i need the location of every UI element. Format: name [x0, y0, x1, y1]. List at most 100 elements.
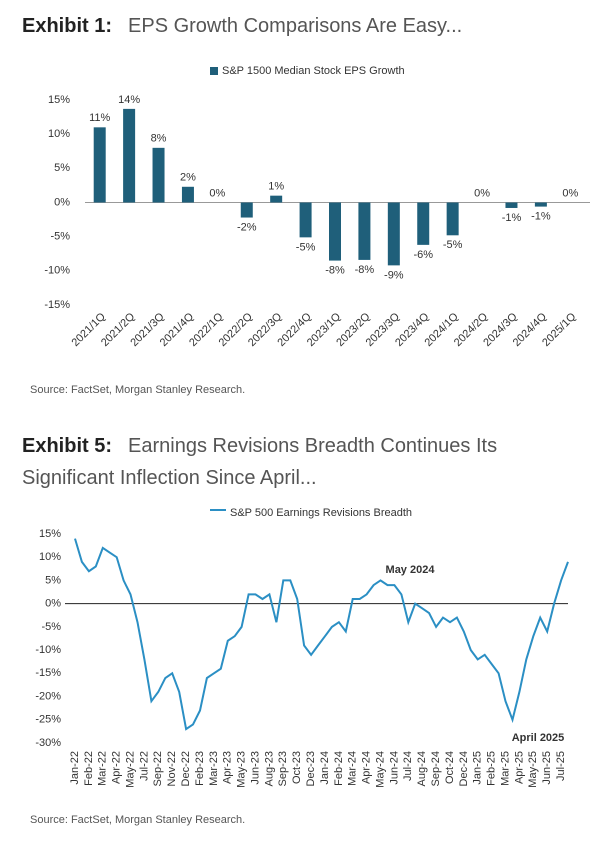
x-tick-label: Mar-25 [499, 751, 511, 786]
x-tick-label: Apr-23 [222, 751, 234, 784]
x-tick-label: Dec-24 [458, 751, 470, 786]
bar [93, 127, 106, 203]
bar [358, 202, 371, 260]
data-label: 14% [118, 94, 140, 106]
data-label: 0% [474, 187, 490, 199]
chart: S&P 500 Earnings Revisions Breadth 15% 10%… [35, 507, 569, 788]
exhibit-text: Earnings Revisions Breadth Continues Its… [22, 435, 498, 489]
legend-label: S&P 1500 Median Stock EPS Growth [222, 65, 405, 77]
annotation: April 2025 [512, 732, 565, 744]
bar [446, 202, 459, 236]
y-tick-label: -15% [35, 667, 61, 679]
bar [240, 202, 253, 218]
x-tick-label: Jun-24 [388, 751, 400, 785]
source: Source: FactSet, Morgan Stanley Research… [30, 384, 246, 396]
x-tick-label: Oct-23 [291, 751, 303, 784]
y-tick-label: 10% [48, 128, 70, 140]
x-tick-label: Oct-24 [444, 751, 456, 784]
data-label: 8% [151, 133, 167, 145]
line [74, 538, 569, 731]
x-tick-label: Jul-24 [402, 751, 414, 781]
bar [534, 202, 547, 207]
data-label: -5% [296, 241, 316, 253]
x-tick-label: Mar-22 [97, 751, 109, 786]
x-tick-label: Sep-24 [430, 751, 442, 786]
y-tick-label: 5% [54, 162, 70, 174]
data-label: 1% [268, 181, 284, 193]
data-label: 0% [562, 187, 578, 199]
bar [270, 195, 283, 203]
y-tick-label: -10% [35, 644, 61, 656]
data-label: 2% [180, 172, 196, 184]
exhibit-label: Exhibit 5: [22, 435, 113, 457]
source: Source: FactSet, Morgan Stanley Research… [30, 814, 246, 826]
y-tick-label: -10% [44, 265, 70, 277]
x-tick-label: Mar-23 [208, 751, 220, 786]
x-tick-label: Mar-24 [347, 751, 359, 786]
bar [329, 202, 341, 261]
x-tick-label: Feb-23 [194, 751, 206, 786]
x-tick-label: Apr-25 [513, 751, 525, 784]
x-tick-label: May-25 [527, 751, 539, 788]
x-tick-label: Feb-25 [486, 751, 498, 786]
y-tick-label: 10% [39, 551, 61, 563]
annotation: May 2024 [386, 564, 436, 576]
x-tick-label: Aug-23 [263, 751, 275, 786]
x-tick-label: Sep-23 [277, 751, 289, 786]
x-tick-label: Nov-22 [166, 751, 178, 786]
data-label: -1% [531, 211, 551, 223]
bar [299, 202, 312, 238]
x-tick-label: May-22 [124, 751, 136, 788]
x-tick-label: Sep-22 [152, 751, 164, 786]
legend-swatch [210, 509, 226, 511]
data-label: 11% [89, 112, 110, 124]
x-tick-label: Jan-25 [472, 751, 484, 785]
data-label: -9% [384, 269, 404, 281]
bar [417, 202, 430, 245]
data-label: 0% [209, 187, 225, 199]
x-tick-label: Jan-22 [69, 751, 81, 785]
x-tick-label: Apr-22 [111, 751, 123, 784]
x-tick-label: Feb-22 [83, 751, 95, 786]
y-tick-label: -5% [41, 621, 61, 633]
y-tick-label: -30% [35, 737, 61, 749]
y-tick-label: -25% [35, 714, 61, 726]
x-tick-label: Dec-23 [305, 751, 317, 786]
bar [387, 202, 400, 266]
data-label: -1% [502, 212, 522, 224]
data-label: -8% [355, 264, 375, 276]
y-tick-label: -15% [44, 299, 70, 311]
exhibit-title: Exhibit 1: EPS Growth Comparisons Are Eas… [22, 10, 592, 42]
y-tick-label: 0% [45, 598, 61, 610]
x-tick-label: Jan-24 [319, 751, 331, 785]
legend-swatch [210, 67, 218, 75]
bar [152, 147, 165, 203]
y-tick-label: 15% [48, 94, 70, 106]
x-tick-label: Aug-24 [416, 751, 428, 786]
bar [123, 108, 136, 203]
y-tick-label: -20% [35, 690, 61, 702]
x-tick-label: May-23 [236, 751, 248, 788]
x-tick-label: Feb-24 [333, 751, 345, 786]
y-tick-label: -5% [50, 231, 70, 243]
exhibit-label: Exhibit 1: [22, 15, 113, 37]
chart: S&P 1500 Median Stock EPS Growth 15% 10% 5%… [44, 65, 590, 349]
y-tick-label: 0% [54, 196, 70, 208]
exhibit-title: Exhibit 5: Earnings Revisions Breadth Con… [22, 430, 592, 494]
x-tick-label: Dec-22 [180, 751, 192, 786]
exhibit-text: EPS Growth Comparisons Are Easy... [128, 15, 463, 37]
y-tick-label: 5% [45, 574, 61, 586]
x-tick-label: Apr-24 [361, 751, 373, 784]
bar [505, 202, 518, 208]
data-label: -8% [325, 264, 345, 276]
x-tick-label: Jun-25 [541, 751, 553, 785]
x-tick-label: Jul-25 [555, 751, 567, 781]
legend-label: S&P 500 Earnings Revisions Breadth [230, 507, 412, 519]
data-label: -6% [413, 249, 433, 261]
y-tick-label: 15% [39, 528, 61, 540]
bar [181, 186, 194, 203]
x-tick-label: May-24 [374, 751, 386, 788]
data-label: -2% [237, 221, 257, 233]
x-tick-label: Jul-22 [138, 751, 150, 781]
